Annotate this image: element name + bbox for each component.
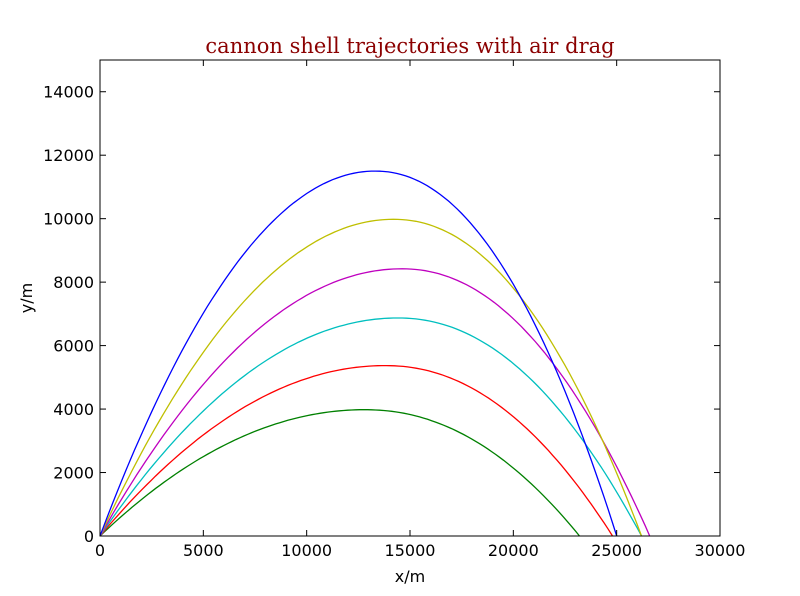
y-tick-label: 6000 xyxy=(53,337,94,356)
x-tick-label: 10000 xyxy=(281,541,332,560)
ticks-layer: 0 5000 10000 15000 20000 25000 30000 0 2000 4000 6… xyxy=(43,60,745,560)
x-axis-label: x/m xyxy=(395,567,425,586)
y-tick-label: 10000 xyxy=(43,210,94,229)
plot-frame xyxy=(99,59,721,537)
trajectory-line-5 xyxy=(99,218,643,537)
series-layer xyxy=(99,170,651,537)
y-tick-label: 4000 xyxy=(53,400,94,419)
chart-title: cannon shell trajectories with air drag xyxy=(205,34,614,58)
y-tick-label: 2000 xyxy=(53,464,94,483)
x-tick-label: 5000 xyxy=(183,541,224,560)
x-tick-label: 30000 xyxy=(695,541,746,560)
x-tick-label: 20000 xyxy=(488,541,539,560)
x-tick-label: 15000 xyxy=(385,541,436,560)
x-tick-label: 0 xyxy=(95,541,105,560)
trajectory-line-2 xyxy=(99,364,614,537)
trajectory-line-6 xyxy=(99,170,618,537)
y-tick-label: 8000 xyxy=(53,273,94,292)
trajectory-line-4 xyxy=(99,268,651,537)
y-tick-label: 0 xyxy=(84,527,94,546)
trajectory-line-1 xyxy=(99,409,581,537)
x-tick-label: 25000 xyxy=(591,541,642,560)
y-tick-label: 12000 xyxy=(43,146,94,165)
trajectory-line-3 xyxy=(99,317,643,537)
y-tick-label: 14000 xyxy=(43,83,94,102)
y-axis-label: y/m xyxy=(17,283,36,313)
